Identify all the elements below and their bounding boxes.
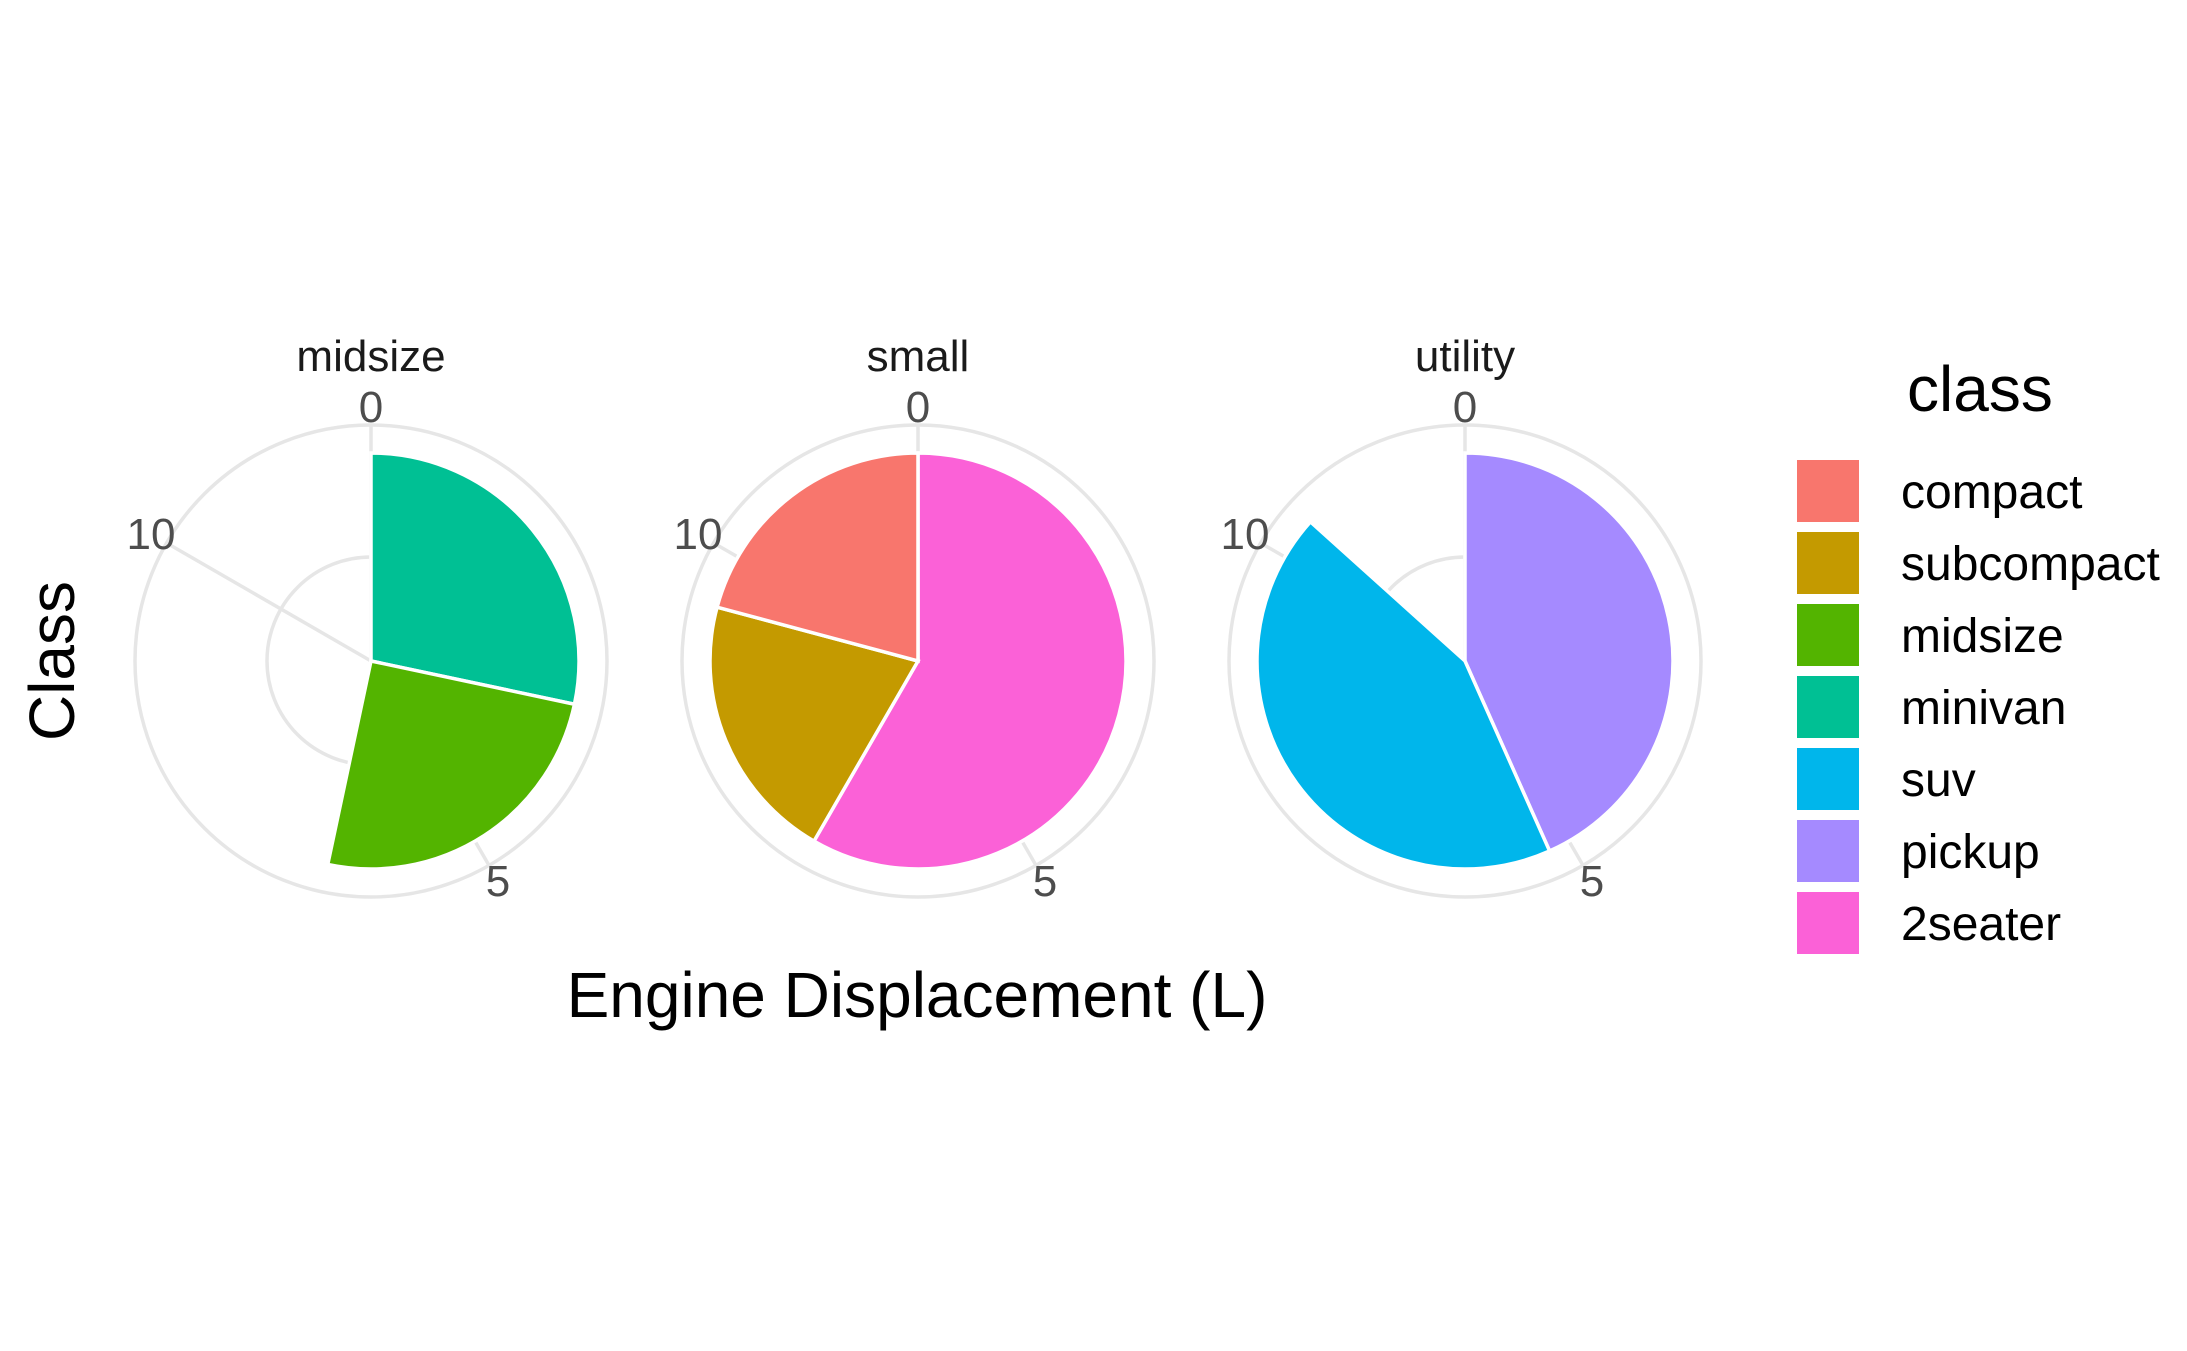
grid-spoke	[165, 541, 372, 663]
legend-item-compact: compact	[1797, 460, 2082, 522]
legend-label: midsize	[1901, 610, 2064, 663]
legend-key	[1797, 748, 1859, 810]
tick-label: 10	[1221, 510, 1270, 559]
slice-subcompact	[708, 605, 921, 844]
legend-key	[1797, 820, 1859, 882]
y-axis-title: Class	[16, 581, 88, 741]
legend-key	[1797, 604, 1859, 666]
legend: class compact subcompact midsize minivan suv…	[1797, 353, 2160, 954]
legend-label: suv	[1901, 754, 1976, 807]
legend-item-subcompact: subcompact	[1797, 532, 2160, 594]
legend-key	[1797, 892, 1859, 954]
slice-compact	[714, 451, 920, 664]
slice-2seater	[811, 451, 1128, 871]
legend-item-suv: suv	[1797, 748, 1976, 810]
legend-key	[1797, 676, 1859, 738]
legend-key	[1797, 460, 1859, 522]
legend-title: class	[1907, 353, 2053, 425]
tick-label: 5	[486, 857, 510, 906]
slice-midsize	[325, 658, 577, 871]
legend-label: minivan	[1901, 682, 2066, 735]
slice-minivan	[369, 451, 581, 707]
tick-label: 0	[906, 383, 930, 432]
tick-label: 10	[127, 510, 176, 559]
legend-label: subcompact	[1901, 538, 2160, 591]
tick-label: 10	[674, 510, 723, 559]
slice-pickup	[1463, 451, 1675, 854]
legend-item-midsize: midsize	[1797, 604, 2064, 666]
facet-title: utility	[1415, 332, 1515, 381]
legend-item-minivan: minivan	[1797, 676, 2066, 738]
legend-label: compact	[1901, 466, 2082, 519]
legend-item-2seater: 2seater	[1797, 892, 2061, 954]
legend-item-pickup: pickup	[1797, 820, 2040, 882]
tick-label: 0	[1453, 383, 1477, 432]
legend-label: 2seater	[1901, 898, 2061, 951]
facet-title: small	[867, 332, 970, 381]
slice-suv	[1255, 519, 1552, 871]
tick-label: 5	[1033, 857, 1057, 906]
tick-label: 0	[359, 383, 383, 432]
legend-key	[1797, 532, 1859, 594]
facet-title: midsize	[296, 332, 445, 381]
tick-label: 5	[1580, 857, 1604, 906]
x-axis-title: Engine Displacement (L)	[567, 959, 1268, 1031]
legend-label: pickup	[1901, 826, 2040, 879]
